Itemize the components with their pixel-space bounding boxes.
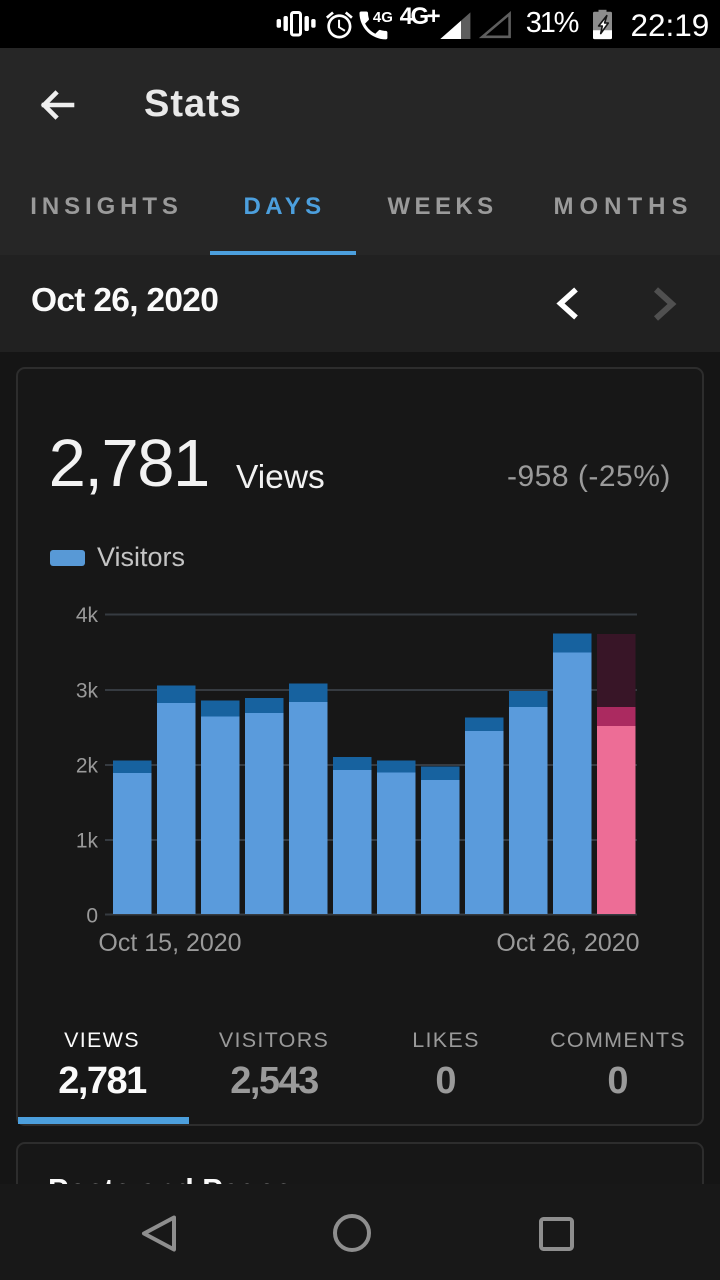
svg-text:3k: 3k: [76, 680, 99, 703]
svg-text:1k: 1k: [76, 829, 99, 852]
svg-text:Oct 15, 2020: Oct 15, 2020: [98, 929, 241, 957]
svg-text:2k: 2k: [76, 755, 99, 778]
svg-text:Oct 26, 2020: Oct 26, 2020: [496, 929, 639, 957]
svg-text:4k: 4k: [76, 604, 99, 627]
svg-text:0: 0: [86, 904, 98, 927]
